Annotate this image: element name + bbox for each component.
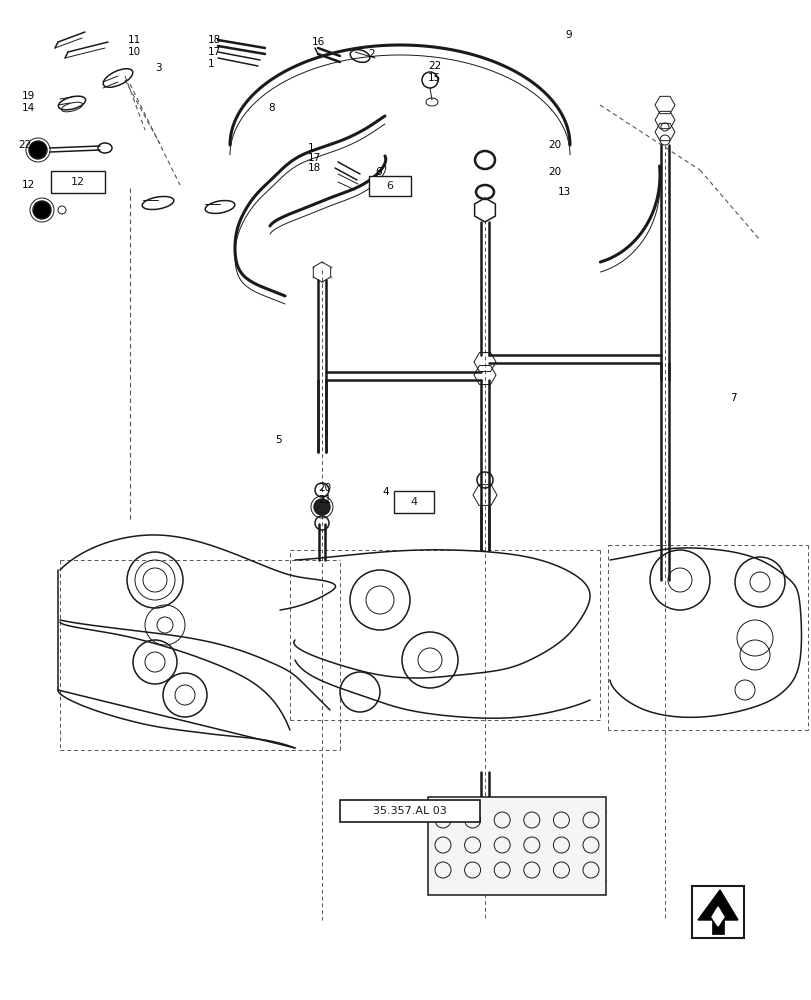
FancyBboxPatch shape (393, 491, 433, 513)
FancyBboxPatch shape (51, 171, 105, 193)
Text: 16: 16 (311, 37, 325, 47)
Text: 5: 5 (275, 435, 281, 445)
Text: 20: 20 (318, 483, 331, 493)
Text: 4: 4 (410, 497, 417, 507)
Text: 21: 21 (318, 495, 331, 505)
Text: 12: 12 (22, 180, 35, 190)
Text: 7: 7 (729, 393, 736, 403)
Text: 19: 19 (22, 91, 35, 101)
Text: 1: 1 (307, 143, 314, 153)
Text: 18: 18 (307, 163, 321, 173)
Text: 9: 9 (564, 30, 571, 40)
Text: 4: 4 (381, 487, 388, 497)
Text: 12: 12 (71, 177, 85, 187)
Text: 6: 6 (375, 167, 381, 177)
Text: 6: 6 (386, 181, 393, 191)
Circle shape (29, 141, 47, 159)
Circle shape (33, 201, 51, 219)
Text: 22: 22 (18, 140, 31, 150)
Bar (427, 797, 605, 895)
Text: 3: 3 (155, 63, 161, 73)
Text: 13: 13 (557, 187, 571, 197)
Text: 17: 17 (208, 47, 221, 57)
Text: 20: 20 (547, 140, 560, 150)
Text: 18: 18 (208, 35, 221, 45)
Circle shape (314, 499, 329, 515)
Polygon shape (697, 890, 737, 920)
Text: 17: 17 (307, 153, 321, 163)
Polygon shape (711, 907, 723, 926)
Text: 2: 2 (367, 49, 374, 59)
Text: 10: 10 (128, 47, 141, 57)
Text: 8: 8 (268, 103, 274, 113)
FancyBboxPatch shape (368, 176, 410, 196)
Text: 35.357.AL 03: 35.357.AL 03 (373, 806, 446, 816)
Text: 11: 11 (128, 35, 141, 45)
Bar (711, 914, 723, 934)
Bar (691, 886, 743, 938)
Text: 22: 22 (427, 61, 440, 71)
Text: 1: 1 (208, 59, 214, 69)
Text: 15: 15 (427, 73, 440, 83)
Text: 14: 14 (22, 103, 35, 113)
Text: 20: 20 (547, 167, 560, 177)
Bar (340, 800, 479, 822)
